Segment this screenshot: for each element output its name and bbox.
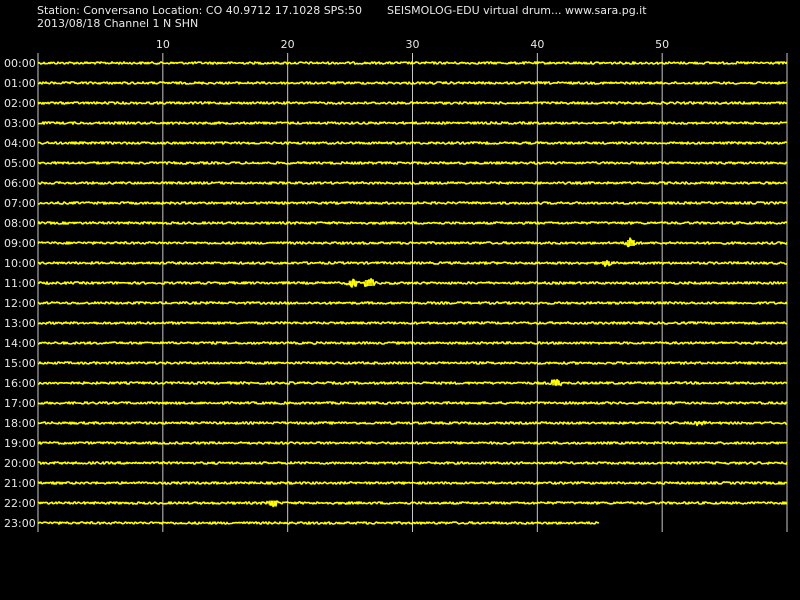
hour-label: 00:00: [4, 57, 36, 70]
trace-row: [37, 81, 788, 85]
hour-label: 02:00: [4, 97, 36, 110]
hour-label: 09:00: [4, 237, 36, 250]
date-channel-info: 2013/08/18 Channel 1 N SHN: [37, 17, 199, 30]
trace-row: [37, 101, 788, 105]
trace-row: [37, 461, 788, 465]
label-layer: 10 20 30 40 50 00:00 01:00 02:00 03:00 04:00 05:00…: [4, 38, 669, 530]
hour-label: 14:00: [4, 337, 36, 350]
hour-label: 21:00: [4, 477, 36, 490]
trace-row: [37, 341, 788, 345]
trace-row: [37, 141, 788, 145]
trace-row: [37, 277, 788, 288]
trace-row: [37, 259, 788, 268]
seismic-event-mark: [695, 421, 704, 425]
hour-label: 23:00: [4, 517, 36, 530]
trace-row: [38, 378, 788, 387]
seismic-event-mark: [552, 380, 561, 386]
hour-label: 11:00: [4, 277, 36, 290]
hour-label: 10:00: [4, 257, 36, 270]
trace-row: [37, 237, 788, 248]
trace-row: [37, 301, 788, 305]
x-tick-label: 10: [156, 38, 170, 51]
seismic-event-mark: [364, 280, 373, 286]
trace-row: [37, 221, 788, 225]
trace-row: [37, 181, 788, 185]
trace-row: [37, 521, 600, 525]
hour-label: 07:00: [4, 197, 36, 210]
trace-row: [37, 401, 788, 405]
hour-label: 05:00: [4, 157, 36, 170]
trace-row: [37, 441, 788, 445]
hour-label: 22:00: [4, 497, 36, 510]
trace-row: [37, 361, 788, 365]
hour-label: 12:00: [4, 297, 36, 310]
hour-label: 15:00: [4, 357, 36, 370]
x-tick-label: 30: [406, 38, 420, 51]
trace-row: [37, 61, 788, 65]
hour-label: 16:00: [4, 377, 36, 390]
hour-label: 20:00: [4, 457, 36, 470]
hour-label: 03:00: [4, 117, 36, 130]
hour-label: 17:00: [4, 397, 36, 410]
x-tick-label: 40: [530, 38, 544, 51]
hour-label: 04:00: [4, 137, 36, 150]
seismic-event-mark: [348, 280, 357, 286]
hour-label: 06:00: [4, 177, 36, 190]
x-tick-label: 20: [281, 38, 295, 51]
hour-label: 18:00: [4, 417, 36, 430]
trace-row: [37, 201, 788, 205]
station-info: Station: Conversano Location: CO 40.9712…: [37, 4, 362, 17]
trace-row: [38, 121, 788, 125]
trace-row: [38, 161, 788, 165]
seismic-event-mark: [601, 261, 610, 265]
seismic-event-mark: [626, 240, 635, 246]
trace-layer: [37, 61, 788, 525]
drum-title: SEISMOLOG-EDU virtual drum... www.sara.p…: [387, 4, 647, 17]
trace-row: [37, 321, 788, 325]
trace-row: [37, 481, 787, 485]
x-tick-label: 50: [655, 38, 669, 51]
hour-label: 08:00: [4, 217, 36, 230]
seismic-event-mark: [268, 500, 277, 506]
grid-layer: [37, 53, 788, 532]
hour-label: 01:00: [4, 77, 36, 90]
trace-row: [37, 420, 788, 427]
hour-label: 19:00: [4, 437, 36, 450]
hour-label: 13:00: [4, 317, 36, 330]
trace-row: [37, 500, 788, 508]
